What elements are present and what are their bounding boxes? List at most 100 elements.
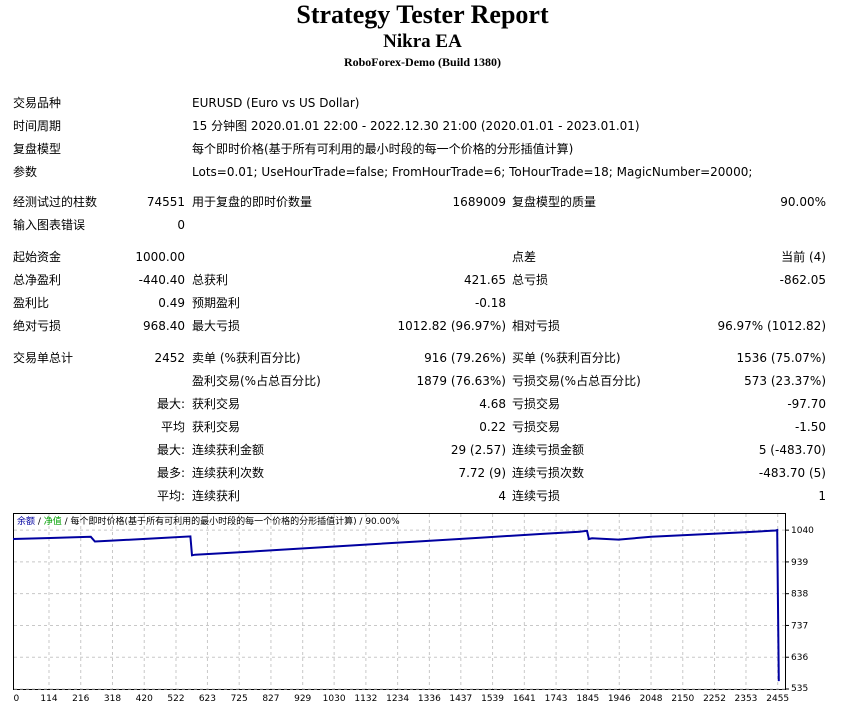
maximal-drawdown-label: 最大亏损 — [192, 319, 241, 333]
x-tick-label: 1030 — [323, 694, 346, 704]
period-value: 15 分钟图 2020.01.01 22:00 - 2022.12.30 21:… — [192, 119, 640, 133]
x-tick-label: 1845 — [576, 694, 599, 704]
avg-consecutive-prefix: 平均: — [156, 489, 185, 503]
ticks-label: 用于复盘的即时价数量 — [192, 195, 313, 209]
average-profit-trade-label: 获利交易 — [192, 420, 241, 434]
deposit-value: 1000.00 — [135, 250, 185, 264]
absolute-drawdown-value: 968.40 — [143, 319, 185, 333]
balance-line — [13, 528, 780, 682]
most-consecutive-prefix: 最多: — [156, 466, 185, 480]
long-positions-label: 买单 (%获利百分比) — [512, 351, 621, 365]
average-loss-trade-label: 亏损交易 — [512, 420, 561, 434]
symbol-value: EURUSD (Euro vs US Dollar) — [192, 96, 360, 110]
x-tick-label: 1132 — [354, 694, 377, 704]
chart-grid — [14, 514, 785, 690]
average-prefix: 平均 — [160, 420, 185, 434]
bars-value: 74551 — [146, 195, 185, 209]
most-consecutive-wins-value: 7.72 (9) — [458, 466, 506, 480]
most-consecutive-losses-value: -483.70 (5) — [758, 466, 826, 480]
x-tick-label: 2048 — [640, 694, 663, 704]
x-tick-label: 1743 — [545, 694, 568, 704]
avg-consecutive-wins-label: 连续获利 — [192, 489, 241, 503]
avg-consecutive-wins-value: 4 — [498, 489, 506, 503]
largest-loss-trade-label: 亏损交易 — [512, 397, 561, 411]
bars-label: 经测试过的柱数 — [13, 195, 98, 209]
model-label: 复盘模型 — [13, 142, 62, 156]
profit-factor-value: 0.49 — [158, 296, 185, 310]
spread-value: 当前 (4) — [781, 250, 826, 264]
y-axis-ticks: 1040 939 838 737 636 535 — [785, 526, 814, 694]
short-positions-value: 916 (79.26%) — [424, 351, 506, 365]
x-tick-label: 2150 — [671, 694, 694, 704]
expected-payoff-label: 预期盈利 — [192, 296, 241, 310]
max-consecutive-wins-value: 29 (2.57) — [450, 443, 506, 457]
balance-chart: 余额 / 净值 / 每个即时价格(基于所有可利用的最小时段的每一个价格的分形插值… — [13, 513, 814, 704]
x-tick-label: 1539 — [481, 694, 504, 704]
y-tick-label: 737 — [791, 621, 808, 631]
y-tick-label: 636 — [791, 653, 808, 663]
x-tick-label: 1437 — [449, 694, 472, 704]
max-consecutive-losses-value: 5 (-483.70) — [758, 443, 826, 457]
quality-value: 90.00% — [780, 195, 826, 209]
x-tick-label: 1336 — [418, 694, 441, 704]
most-consecutive-losses-label: 连续亏损次数 — [512, 466, 585, 480]
largest-profit-trade-value: 4.68 — [479, 397, 506, 411]
legend-model-quality: / 每个即时价格(基于所有可利用的最小时段的每一个价格的分形插值计算) / 90… — [62, 515, 400, 527]
avg-consecutive-losses-label: 连续亏损 — [512, 489, 561, 503]
symbol-label: 交易品种 — [13, 96, 62, 110]
largest-prefix: 最大: — [156, 397, 185, 411]
avg-consecutive-losses-value: 1 — [818, 489, 826, 503]
y-tick-label: 535 — [791, 684, 808, 694]
average-profit-trade-value: 0.22 — [479, 420, 506, 434]
gross-loss-label: 总亏损 — [512, 273, 549, 287]
x-tick-label: 318 — [104, 694, 121, 704]
average-loss-trade-value: -1.50 — [794, 420, 826, 434]
report-title: Strategy Tester Report — [296, 0, 549, 29]
profit-factor-label: 盈利比 — [13, 296, 50, 310]
max-consecutive-wins-label: 连续获利金额 — [192, 443, 265, 457]
quality-label: 复盘模型的质量 — [512, 195, 597, 209]
legend-equity: 净值 — [44, 515, 62, 527]
absolute-drawdown-label: 绝对亏损 — [13, 319, 62, 333]
x-tick-label: 1641 — [513, 694, 536, 704]
x-tick-label: 114 — [40, 694, 57, 704]
model-value: 每个即时价格(基于所有可利用的最小时段的每一个价格的分形插值计算) — [192, 142, 574, 156]
gross-profit-label: 总获利 — [192, 273, 229, 287]
params-value: Lots=0.01; UseHourTrade=false; FromHourT… — [192, 165, 753, 179]
x-tick-label: 0 — [14, 694, 20, 704]
x-tick-label: 216 — [72, 694, 89, 704]
x-tick-label: 929 — [294, 694, 311, 704]
loss-trades-value: 573 (23.37%) — [744, 374, 826, 388]
ticks-value: 1689009 — [452, 195, 506, 209]
errors-value: 0 — [177, 218, 185, 232]
maximal-drawdown-value: 1012.82 (96.97%) — [397, 319, 506, 333]
svg-text:余额 / 净值 / 每个即时价格(基于所有可利用的最小时段的: 余额 / 净值 / 每个即时价格(基于所有可利用的最小时段的每一个价格的分形插值… — [17, 515, 400, 527]
deposit-label: 起始资金 — [13, 250, 62, 264]
long-positions-value: 1536 (75.07%) — [736, 351, 826, 365]
period-label: 时间周期 — [13, 119, 62, 133]
x-tick-label: 2353 — [735, 694, 758, 704]
net-profit-value: -440.40 — [138, 273, 185, 287]
total-trades-label: 交易单总计 — [13, 351, 74, 365]
x-tick-label: 1234 — [386, 694, 409, 704]
expected-payoff-value: -0.18 — [474, 296, 506, 310]
largest-profit-trade-label: 获利交易 — [192, 397, 241, 411]
gross-profit-value: 421.65 — [464, 273, 506, 287]
x-tick-label: 623 — [199, 694, 216, 704]
params-label: 参数 — [13, 165, 38, 179]
spread-label: 点差 — [512, 250, 537, 264]
y-tick-label: 939 — [791, 558, 808, 568]
most-consecutive-wins-label: 连续获利次数 — [192, 466, 265, 480]
profit-trades-value: 1879 (76.63%) — [416, 374, 506, 388]
relative-drawdown-label: 相对亏损 — [512, 319, 561, 333]
x-tick-label: 420 — [136, 694, 153, 704]
total-trades-value: 2452 — [154, 351, 185, 365]
y-tick-label: 1040 — [791, 526, 814, 536]
short-positions-label: 卖单 (%获利百分比) — [192, 351, 301, 365]
errors-label: 输入图表错误 — [13, 218, 86, 232]
x-axis-ticks: 0 114 216 318 420 522 623 725 827 929 1030 1132 1234… — [14, 694, 790, 704]
max-consecutive-prefix: 最大: — [156, 443, 185, 457]
x-tick-label: 725 — [231, 694, 248, 704]
loss-trades-label: 亏损交易(%占总百分比) — [512, 374, 641, 388]
relative-drawdown-value: 96.97% (1012.82) — [717, 319, 826, 333]
